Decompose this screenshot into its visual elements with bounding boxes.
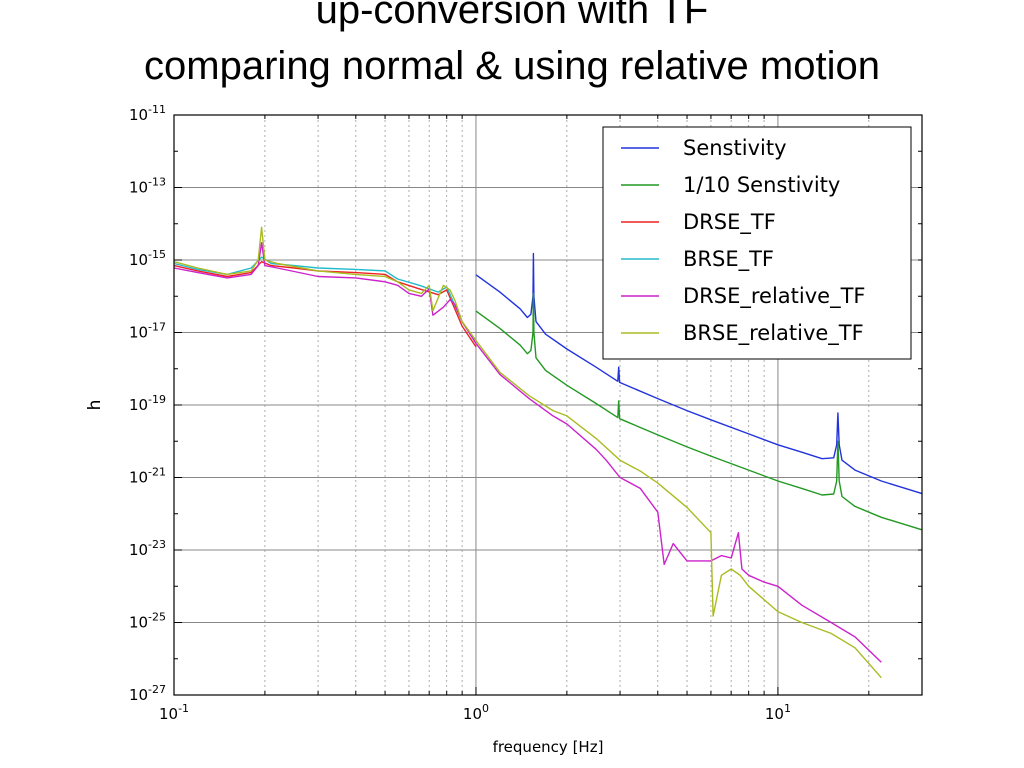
legend-label: 1/10 Senstivity [683,173,840,197]
y-tick-label-exponent: -21 [148,466,166,479]
x-tick-label: 100 [463,702,489,723]
y-tick-label-exponent: -25 [148,611,166,624]
y-tick-label: 10-19 [129,393,166,414]
y-tick-label-base: 10 [129,541,148,559]
series-line-brse-tf [173,256,477,344]
y-tick-label: 10-15 [129,248,166,269]
y-tick-label-base: 10 [129,106,148,124]
y-tick-label: 10-17 [129,321,166,342]
legend-label: DRSE_relative_TF [683,284,865,309]
y-tick-label: 10-27 [129,683,166,704]
legend-label: Senstivity [683,136,787,160]
x-tick-label-base: 10 [463,705,482,723]
slide-title-line-2: comparing normal & using relative motion [144,44,880,88]
y-tick-label-exponent: -11 [148,103,166,116]
legend: Senstivity 1/10 Senstivity DRSE_TF BRSE_TF D… [602,126,912,360]
x-tick-label-exponent: 1 [784,702,791,715]
x-tick-label-base: 10 [159,705,178,723]
y-tick-label-exponent: -19 [148,393,166,406]
series-line-1-10-senstivity [475,292,923,531]
y-tick-label-exponent: -17 [148,321,166,334]
slide-title-line-1: up-conversion with TF [315,0,709,32]
legend-label: BRSE_TF [683,247,774,272]
series-line-drse-tf [173,261,477,348]
x-tick-label-exponent: -1 [178,702,189,715]
axis-ticks: 10-1 100 10110-1110-1310-1510-1710-1910-21… [129,103,922,723]
x-tick-label-exponent: 0 [482,702,489,715]
y-tick-label-base: 10 [129,251,148,269]
series-lines [173,226,923,679]
y-tick-label: 10-25 [129,611,166,632]
y-tick-label-base: 10 [129,686,148,704]
y-tick-label-base: 10 [129,469,148,487]
y-tick-label-exponent: -15 [148,248,166,261]
y-tick-label-base: 10 [129,614,148,632]
legend-label: DRSE_TF [683,210,776,235]
y-tick-label-base: 10 [129,324,148,342]
series-line-drse-relative-tf [173,242,882,663]
y-tick-label: 10-13 [129,176,166,197]
y-axis-label: h [85,400,105,411]
y-tick-label-exponent: -13 [148,176,166,189]
y-tick-label-base: 10 [129,179,148,197]
y-tick-label-base: 10 [129,396,148,414]
y-tick-label-exponent: -27 [148,683,166,696]
slide-title: up-conversion with TF comparing normal &… [0,0,1024,96]
y-tick-label: 10-11 [129,103,166,124]
x-tick-label: 10-1 [159,702,189,723]
x-tick-label: 101 [765,702,791,723]
y-tick-label-exponent: -23 [148,538,166,551]
y-tick-label: 10-21 [129,466,166,487]
series-line-brse-relative-tf [173,226,882,679]
legend-label: BRSE_relative_TF [683,321,864,346]
x-tick-label-base: 10 [765,705,784,723]
legend-box [602,126,912,360]
y-tick-label: 10-23 [129,538,166,559]
x-axis-label: frequency [Hz] [493,738,604,756]
